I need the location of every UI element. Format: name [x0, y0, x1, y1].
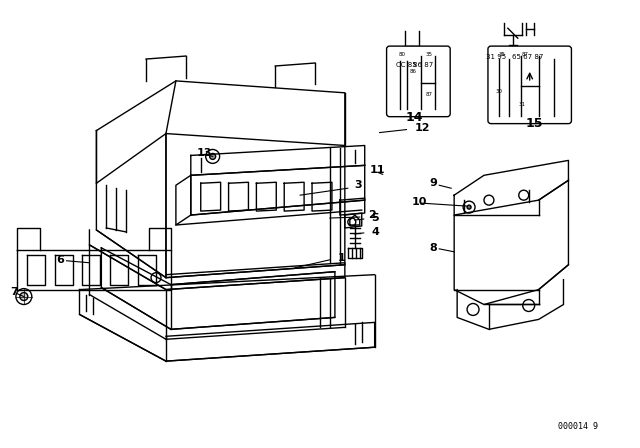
Text: 35: 35 [426, 52, 433, 57]
Text: 5: 5 [372, 213, 380, 223]
FancyBboxPatch shape [488, 46, 572, 124]
Text: 8: 8 [429, 243, 437, 253]
Text: 9: 9 [429, 178, 437, 188]
Text: 7: 7 [10, 287, 18, 297]
FancyBboxPatch shape [387, 46, 450, 116]
Circle shape [467, 205, 471, 209]
Text: 87: 87 [426, 92, 433, 97]
Text: 1: 1 [338, 253, 346, 263]
Text: 12: 12 [415, 123, 430, 133]
Text: 30: 30 [496, 89, 503, 94]
Text: 13: 13 [196, 148, 212, 159]
Text: 65 67 87: 65 67 87 [512, 54, 543, 60]
Text: 000014 9: 000014 9 [558, 422, 598, 431]
Text: 35: 35 [499, 52, 506, 57]
Text: 3: 3 [355, 180, 362, 190]
Text: 31: 31 [519, 102, 525, 107]
Text: 15: 15 [526, 116, 543, 129]
Circle shape [20, 293, 28, 301]
Text: 6: 6 [57, 255, 65, 265]
Text: 2: 2 [368, 210, 376, 220]
Circle shape [210, 154, 216, 159]
Text: 86 87: 86 87 [413, 62, 434, 68]
Text: 80: 80 [399, 52, 406, 57]
Text: 4: 4 [372, 227, 380, 237]
Text: 11: 11 [370, 165, 385, 175]
Text: 10: 10 [412, 197, 427, 207]
Text: CC 85: CC 85 [396, 62, 416, 68]
Text: 86: 86 [410, 69, 417, 74]
Text: 14: 14 [406, 111, 423, 124]
Text: 87: 87 [522, 52, 529, 57]
Text: 31 95: 31 95 [486, 54, 506, 60]
